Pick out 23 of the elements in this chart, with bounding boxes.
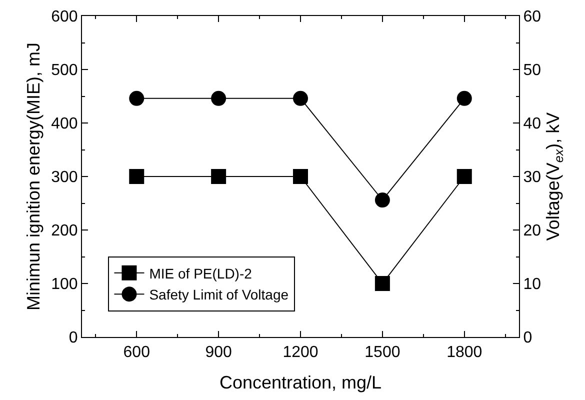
y-tick-label: 200 (51, 222, 78, 240)
y-tick-label: 100 (51, 276, 78, 294)
y2-tick-label: 50 (523, 62, 542, 80)
y2-tick-label: 0 (523, 330, 532, 347)
y2-tick-label: 20 (523, 222, 542, 240)
y2-tick-label: 10 (523, 276, 542, 294)
y2-tick-label: 30 (523, 169, 542, 186)
y-tick-label: 400 (51, 116, 78, 133)
y-tick-label: 0 (68, 330, 78, 347)
x-axis-title: Concentration, mg/L (219, 372, 382, 392)
y2-tick-label: 40 (523, 116, 542, 133)
x-tick-label: 1500 (364, 344, 400, 362)
y2-tick-label: 60 (523, 8, 542, 26)
y-tick-label: 300 (51, 169, 78, 186)
x-tick-label: 1200 (282, 344, 318, 362)
x-tick-label: 900 (205, 344, 232, 362)
x-tick-label: 600 (123, 344, 150, 362)
y-tick-label: 500 (51, 62, 78, 80)
legend-label: Safety Limit of Voltage (149, 286, 289, 303)
legend-label: MIE of PE(LD)-2 (149, 265, 252, 282)
y-tick-label: 600 (51, 8, 78, 26)
x-tick-label: 1800 (446, 344, 482, 362)
y-axis-title: Minimun ignition energy(MIE), mJ (23, 42, 44, 311)
